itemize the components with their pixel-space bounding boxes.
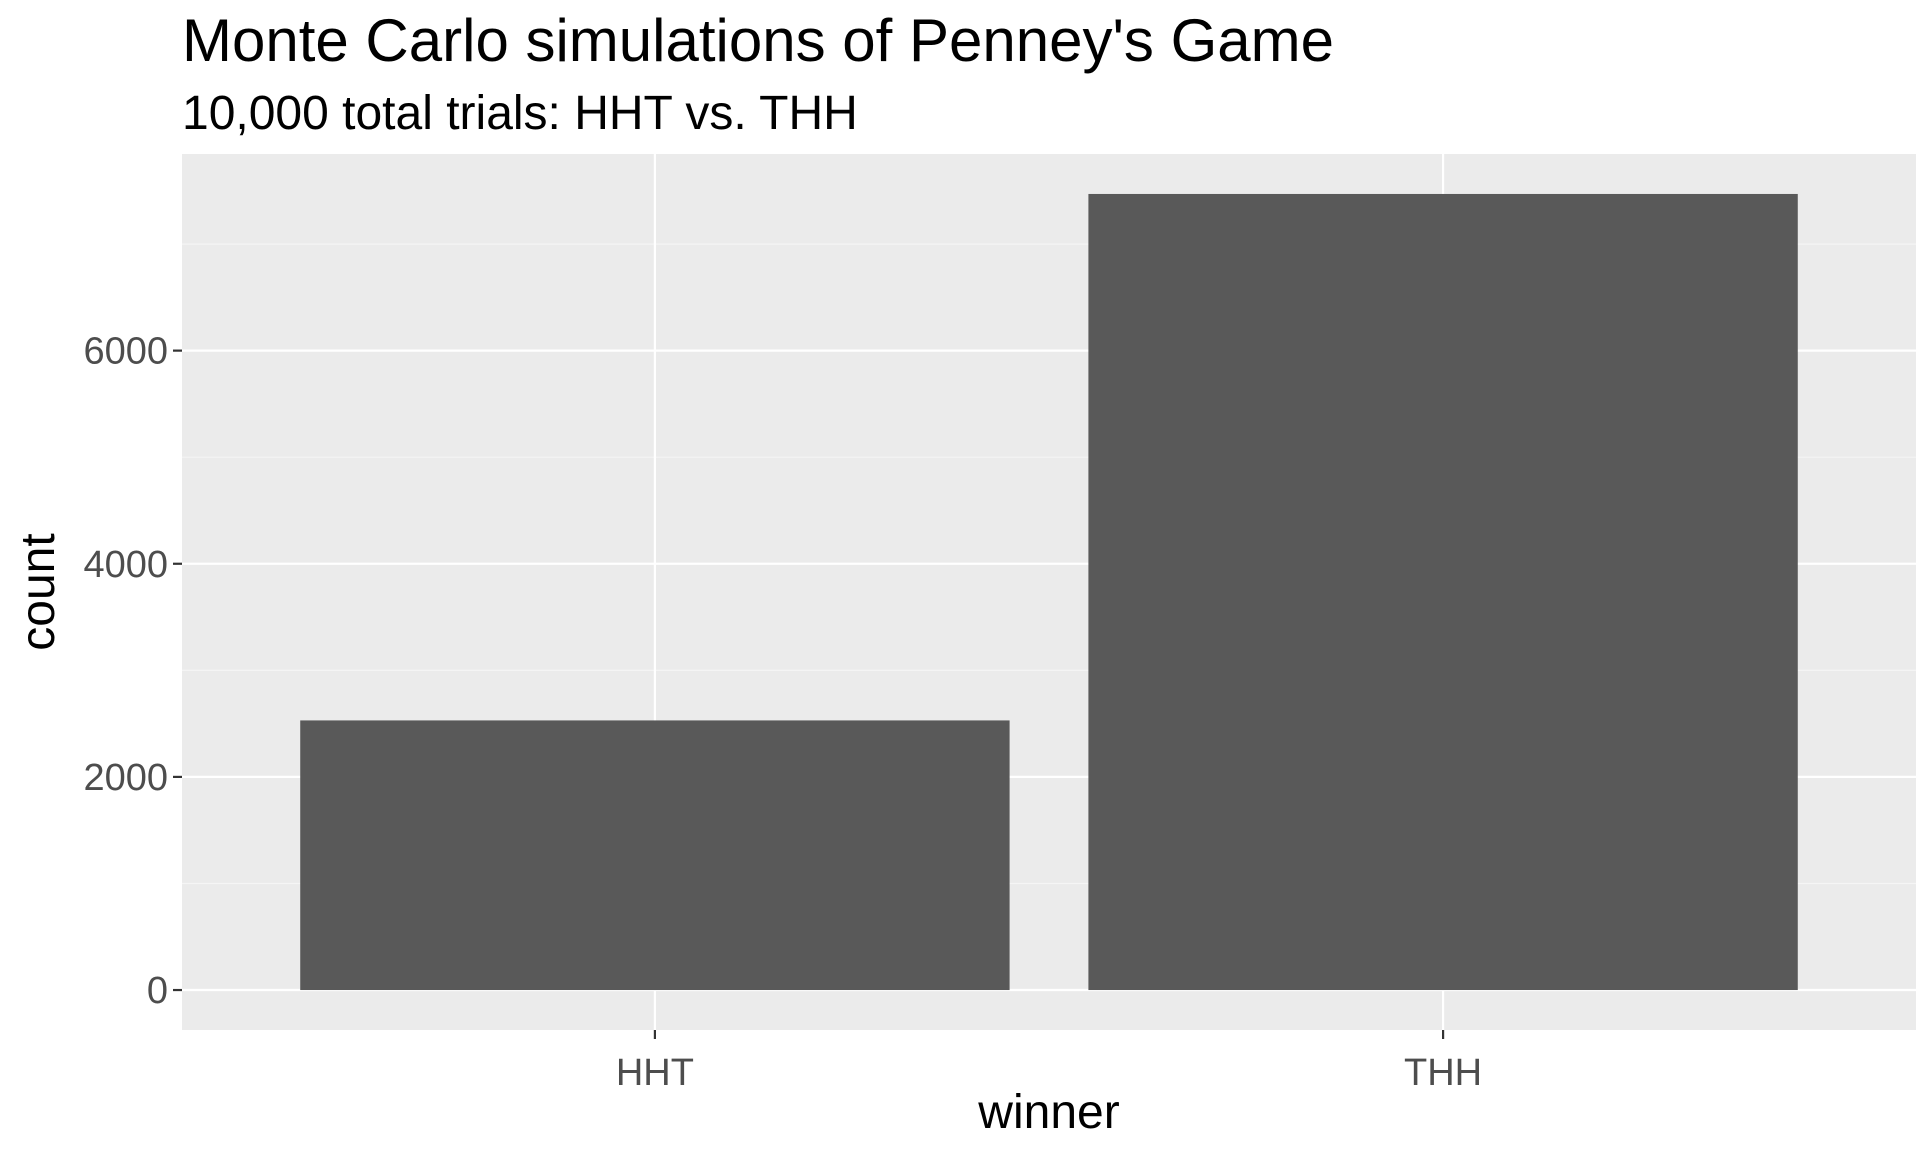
y-axis-title: count	[12, 533, 65, 650]
bar-thh	[1088, 193, 1798, 991]
x-tick-label: HHT	[616, 1052, 694, 1094]
x-tick-label: THH	[1404, 1052, 1482, 1094]
y-tick-label: 6000	[83, 331, 168, 373]
x-axis-title: winner	[977, 1086, 1119, 1139]
y-tick-label: 2000	[83, 757, 168, 799]
y-tick-label: 0	[147, 970, 168, 1012]
chart-title: Monte Carlo simulations of Penney's Game	[182, 7, 1334, 74]
y-tick-label: 4000	[83, 544, 168, 586]
bars	[300, 193, 1798, 991]
chart-subtitle: 10,000 total trials: HHT vs. THH	[182, 87, 858, 140]
y-axis: 0 2000 4000 6000	[83, 331, 182, 1012]
x-axis: HHT THH	[616, 1030, 1482, 1094]
bar-hht	[300, 720, 1010, 991]
